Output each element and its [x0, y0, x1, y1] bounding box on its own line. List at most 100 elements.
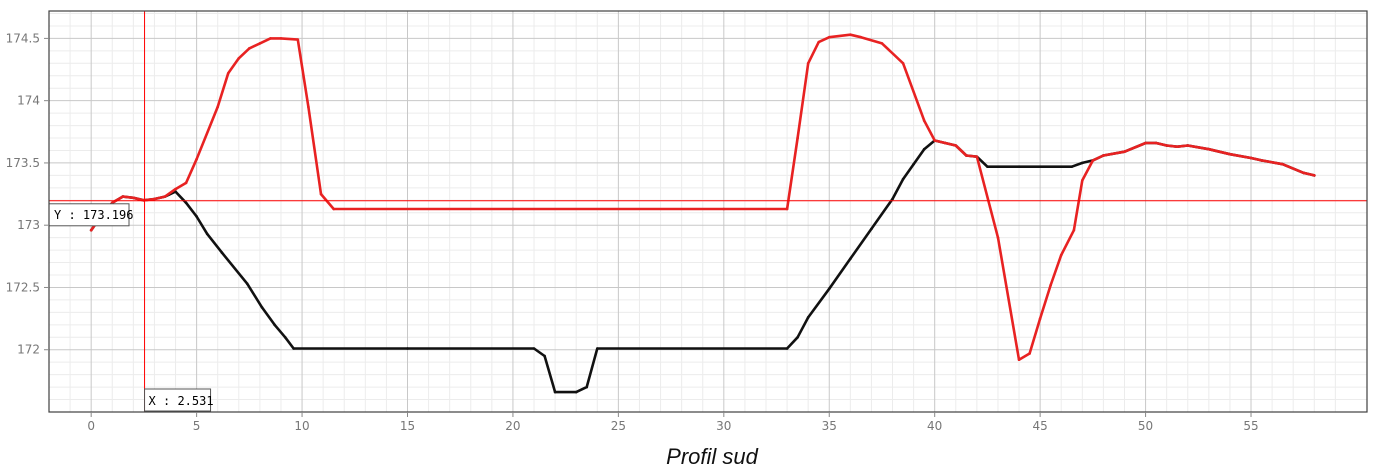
series-point-2 [1081, 179, 1084, 182]
cursor-y-readout: Y : 173.196 [54, 208, 133, 222]
series-point-2 [163, 195, 167, 198]
series-point-2 [722, 207, 726, 211]
series-point-1 [195, 215, 198, 218]
series-point-2 [785, 207, 789, 211]
x-tick-label: 45 [1032, 419, 1047, 433]
series-point-2 [817, 40, 821, 44]
series-point-2 [1091, 159, 1095, 162]
series-point-2 [195, 157, 198, 161]
plot-area[interactable] [49, 11, 1367, 412]
series-point-1 [1081, 161, 1084, 165]
x-tick-label: 15 [400, 419, 415, 433]
series-point-1 [870, 227, 873, 231]
series-point-1 [273, 323, 276, 327]
series-point-2 [859, 35, 863, 39]
series-point-2 [237, 57, 241, 60]
series-point-2 [1123, 150, 1126, 154]
series-point-2 [922, 119, 926, 122]
series-point-2 [849, 33, 852, 36]
series-point-2 [511, 207, 515, 211]
series-point-2 [279, 37, 283, 40]
series-point-1 [184, 201, 188, 205]
series-point-1 [785, 347, 789, 350]
series-point-2 [184, 181, 188, 185]
series-point-2 [132, 196, 135, 200]
series-layer [89, 33, 1316, 394]
series-point-1 [806, 316, 810, 319]
series-point-1 [901, 177, 905, 181]
series-point-2 [121, 195, 125, 198]
series-point-1 [585, 385, 589, 389]
series-point-1 [922, 147, 926, 151]
series-point-2 [1228, 152, 1232, 156]
series-point-2 [1207, 147, 1211, 151]
series-point-2 [1072, 228, 1076, 232]
series-point-1 [1017, 165, 1021, 168]
series-point-2 [965, 154, 968, 157]
series-point-2 [901, 62, 905, 65]
x-axis-ticks: 0 5 10 15 20 25 30 35 40 45 50 55 [87, 412, 1259, 433]
series-point-1 [553, 390, 557, 394]
series-point-2 [1312, 174, 1316, 177]
x-tick-label: 55 [1243, 419, 1258, 433]
series-point-1 [912, 162, 915, 166]
x-tick-label: 50 [1138, 419, 1153, 433]
series-point-2 [1260, 159, 1263, 162]
series-point-2 [1186, 144, 1190, 147]
series-point-2 [933, 139, 936, 142]
series-point-2 [248, 47, 251, 50]
series-point-2 [319, 192, 323, 196]
series-point-1 [205, 232, 209, 236]
series-point-2 [1017, 358, 1021, 361]
series-point-2 [1154, 141, 1158, 145]
x-tick-label: 10 [294, 419, 309, 433]
y-tick-label: 173.5 [6, 156, 40, 170]
series-point-1 [796, 335, 799, 339]
series-point-1 [543, 354, 546, 358]
series-point-2 [307, 105, 310, 109]
cursor-x-readout-box [144, 388, 212, 412]
series-point-2 [1038, 317, 1042, 320]
series-point-2 [1281, 162, 1284, 166]
series-point-2 [796, 136, 799, 140]
series-point-2 [1165, 144, 1168, 147]
x-tick-label: 30 [716, 419, 731, 433]
series-point-1 [532, 347, 536, 350]
series-point-1 [283, 335, 287, 339]
x-axis-label: Profil sud [666, 444, 758, 469]
x-tick-label: 20 [505, 419, 520, 433]
x-tick-label: 35 [822, 419, 837, 433]
series-point-2 [1175, 145, 1179, 149]
series-point-2 [943, 141, 947, 145]
x-tick-label: 0 [87, 419, 95, 433]
series-point-2 [806, 62, 810, 65]
series-point-1 [574, 390, 578, 394]
y-tick-label: 174 [17, 94, 40, 108]
series-point-1 [292, 347, 295, 350]
series-point-1 [1070, 165, 1074, 168]
series-point-2 [954, 144, 958, 147]
series-point-1 [827, 287, 831, 291]
x-tick-label: 40 [927, 419, 942, 433]
series-point-2 [226, 71, 230, 75]
cursor-x-readout: X : 2.531 [149, 394, 214, 408]
minor-grid [48, 11, 1367, 412]
series-point-2 [296, 38, 300, 41]
x-tick-label: 25 [611, 419, 626, 433]
series-point-1 [986, 165, 989, 168]
y-tick-label: 172.5 [6, 280, 40, 294]
y-tick-label: 173 [17, 218, 40, 232]
y-axis-ticks: 172 172.5 173 173.5 174 174.5 [6, 31, 49, 357]
plot-frame [48, 10, 1368, 413]
series-point-1 [891, 197, 894, 201]
series-point-1 [260, 306, 264, 309]
series-point-2 [89, 228, 93, 232]
x-tick-label: 5 [193, 419, 201, 433]
series-point-1 [245, 282, 249, 286]
series-point-2 [1028, 352, 1031, 355]
series-point-2 [332, 207, 335, 211]
series-point-2 [153, 197, 156, 201]
series-point-1 [406, 347, 409, 350]
y-tick-label: 172 [17, 343, 40, 357]
